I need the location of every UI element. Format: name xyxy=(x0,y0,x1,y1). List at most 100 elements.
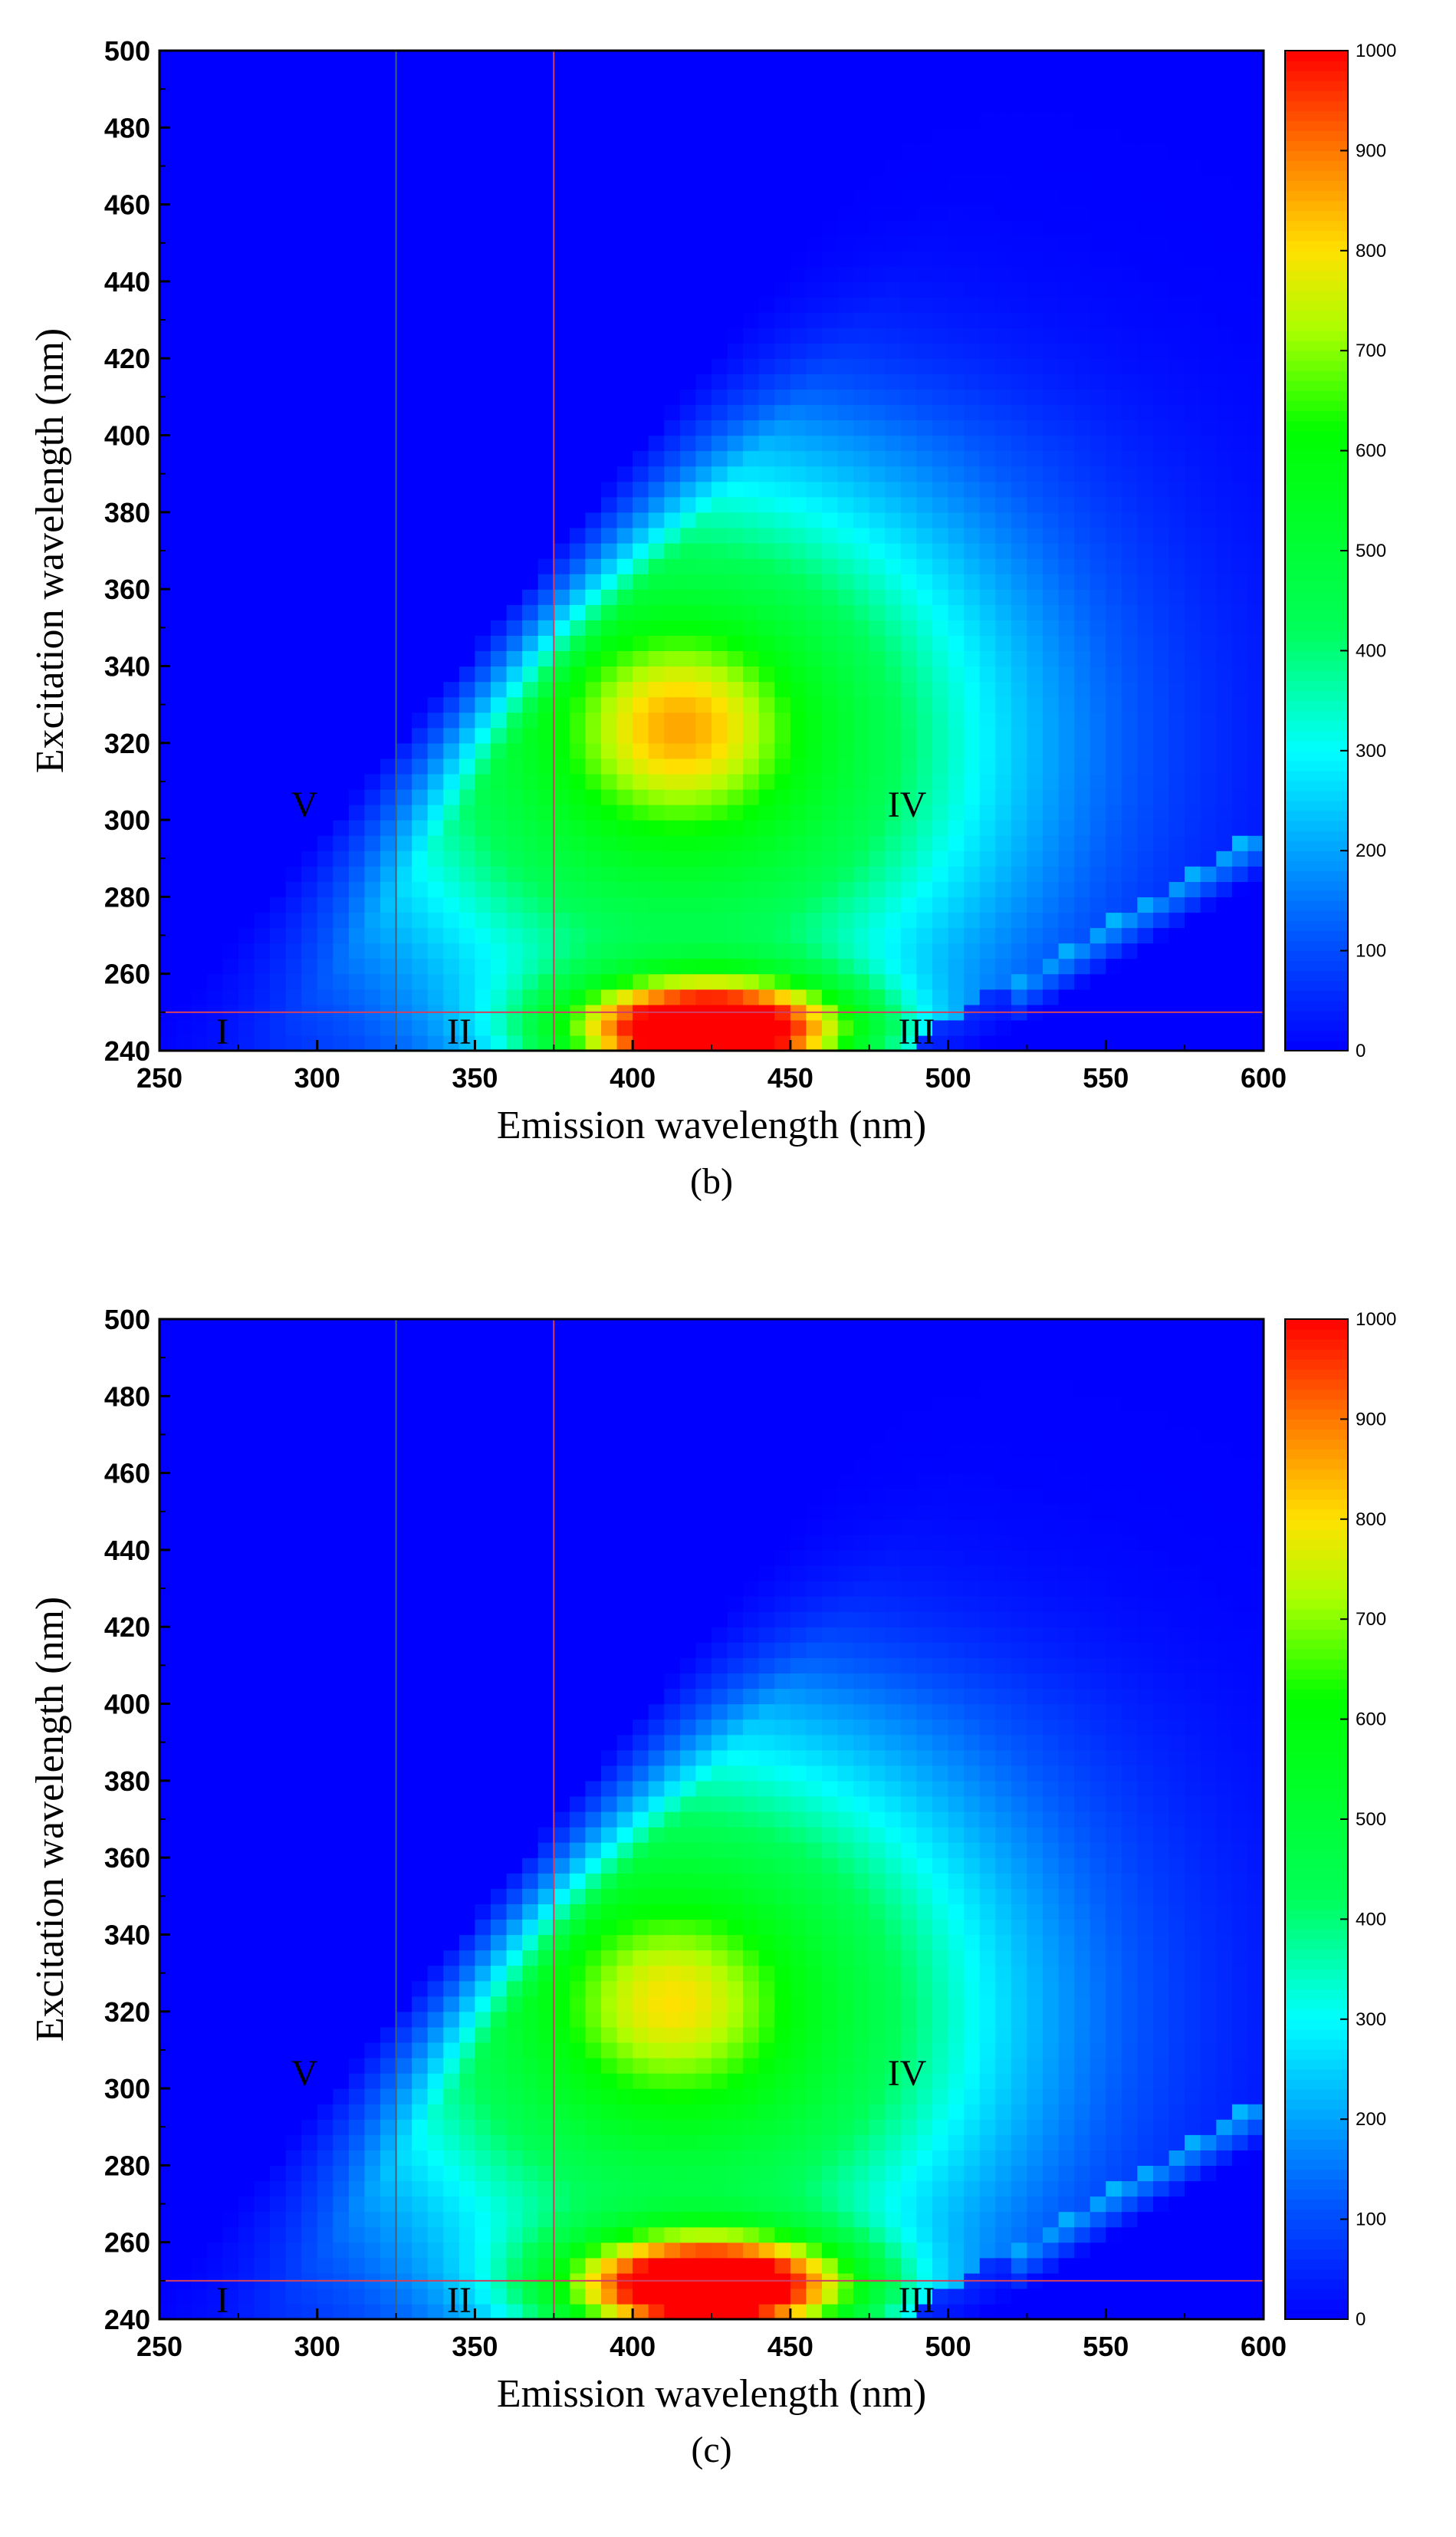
heatmap-cell xyxy=(1168,835,1185,851)
heatmap-cell xyxy=(1027,681,1044,698)
heatmap-cell xyxy=(1058,250,1075,267)
heatmap-cell xyxy=(1185,558,1201,574)
colorbar-segment xyxy=(1285,821,1348,831)
colorbar-segment xyxy=(1285,831,1348,841)
heatmap-cell xyxy=(301,250,318,267)
heatmap-cell xyxy=(1074,312,1091,328)
heatmap-cell xyxy=(191,265,208,282)
heatmap-cell xyxy=(948,450,965,467)
heatmap-cell xyxy=(317,989,334,1005)
heatmap-cell xyxy=(932,897,949,913)
heatmap-cell xyxy=(1106,1035,1122,1051)
heatmap-cell xyxy=(175,2303,192,2320)
heatmap-cell xyxy=(712,620,728,636)
heatmap-cell xyxy=(1168,312,1185,328)
heatmap-cell xyxy=(191,666,208,683)
heatmap-cell xyxy=(790,773,807,790)
heatmap-cell xyxy=(191,1919,208,1936)
heatmap-cell xyxy=(254,404,271,421)
heatmap-cell xyxy=(885,496,902,513)
heatmap-cell xyxy=(1074,927,1091,944)
heatmap-cell xyxy=(1027,696,1044,713)
heatmap-cell xyxy=(206,742,223,759)
heatmap-cell xyxy=(774,712,791,729)
heatmap-cell xyxy=(979,404,996,421)
heatmap-cell xyxy=(585,912,602,929)
heatmap-cell xyxy=(648,820,665,836)
heatmap-cell xyxy=(1216,219,1233,236)
heatmap-cell xyxy=(1011,773,1028,790)
heatmap-cell xyxy=(900,127,918,143)
heatmap-cell xyxy=(159,2088,176,2104)
heatmap-cell xyxy=(601,420,618,436)
heatmap-cell xyxy=(175,496,192,513)
heatmap-cell xyxy=(1216,66,1233,82)
heatmap-cell xyxy=(1153,189,1170,206)
heatmap-cell xyxy=(679,851,697,867)
heatmap-cell xyxy=(900,450,918,467)
colorbar-segment xyxy=(1285,700,1348,712)
heatmap-cell xyxy=(1137,158,1154,175)
heatmap-cell xyxy=(491,973,508,990)
heatmap-cell xyxy=(1153,389,1170,406)
heatmap-cell xyxy=(601,1035,618,1051)
heatmap-cell xyxy=(900,435,918,452)
heatmap-cell xyxy=(175,358,192,374)
heatmap-cell xyxy=(1106,112,1122,128)
heatmap-cell xyxy=(774,589,791,605)
heatmap-cell xyxy=(537,81,554,97)
colorbar-segment xyxy=(1285,1041,1348,1051)
heatmap-cell xyxy=(159,512,176,528)
heatmap-cell xyxy=(900,927,918,944)
heatmap-cell xyxy=(1090,866,1106,882)
heatmap-cell xyxy=(1074,543,1091,559)
heatmap-cell xyxy=(806,358,823,374)
heatmap-cell xyxy=(301,742,318,759)
heatmap-cell xyxy=(412,420,429,436)
heatmap-cell xyxy=(1200,327,1217,344)
heatmap-cell xyxy=(585,681,602,698)
heatmap-cell xyxy=(159,2119,176,2135)
heatmap-cell xyxy=(175,2288,192,2305)
heatmap-cell xyxy=(569,1019,587,1036)
heatmap-cell xyxy=(348,712,366,729)
heatmap-cell xyxy=(301,281,318,298)
heatmap-cell xyxy=(159,189,176,206)
heatmap-cell xyxy=(458,666,476,683)
heatmap-cell xyxy=(1168,281,1185,298)
heatmap-cell xyxy=(679,650,697,667)
heatmap-cell xyxy=(443,343,460,359)
heatmap-cell xyxy=(964,327,981,344)
heatmap-cell xyxy=(333,958,350,975)
heatmap-cell xyxy=(916,127,933,143)
heatmap-cell xyxy=(679,712,697,729)
heatmap-cell xyxy=(427,189,444,206)
heatmap-cell xyxy=(1043,1019,1060,1036)
heatmap-cell xyxy=(585,435,602,452)
heatmap-cell xyxy=(238,773,255,790)
heatmap-cell xyxy=(537,389,554,406)
heatmap-cell xyxy=(554,758,570,775)
heatmap-cell xyxy=(1011,1035,1028,1051)
heatmap-cell xyxy=(932,450,949,467)
heatmap-cell xyxy=(932,635,949,651)
heatmap-cell xyxy=(475,327,491,344)
heatmap-cell xyxy=(1168,158,1185,175)
heatmap-cell xyxy=(853,927,870,944)
colorbar-segment xyxy=(1285,670,1348,682)
heatmap-cell xyxy=(869,805,886,821)
heatmap-cell xyxy=(633,927,649,944)
heatmap-cell xyxy=(900,112,918,128)
heatmap-cell xyxy=(1027,158,1044,175)
heatmap-cell xyxy=(1058,558,1075,574)
heatmap-cell xyxy=(222,189,239,206)
heatmap-cell xyxy=(222,589,239,605)
heatmap-cell xyxy=(869,620,886,636)
heatmap-cell xyxy=(412,373,429,390)
heatmap-cell xyxy=(1247,943,1264,959)
heatmap-cell xyxy=(1216,204,1233,221)
heatmap-cell xyxy=(412,989,429,1005)
heatmap-cell xyxy=(238,358,255,374)
heatmap-cell xyxy=(633,897,649,913)
heatmap-cell xyxy=(695,727,712,744)
